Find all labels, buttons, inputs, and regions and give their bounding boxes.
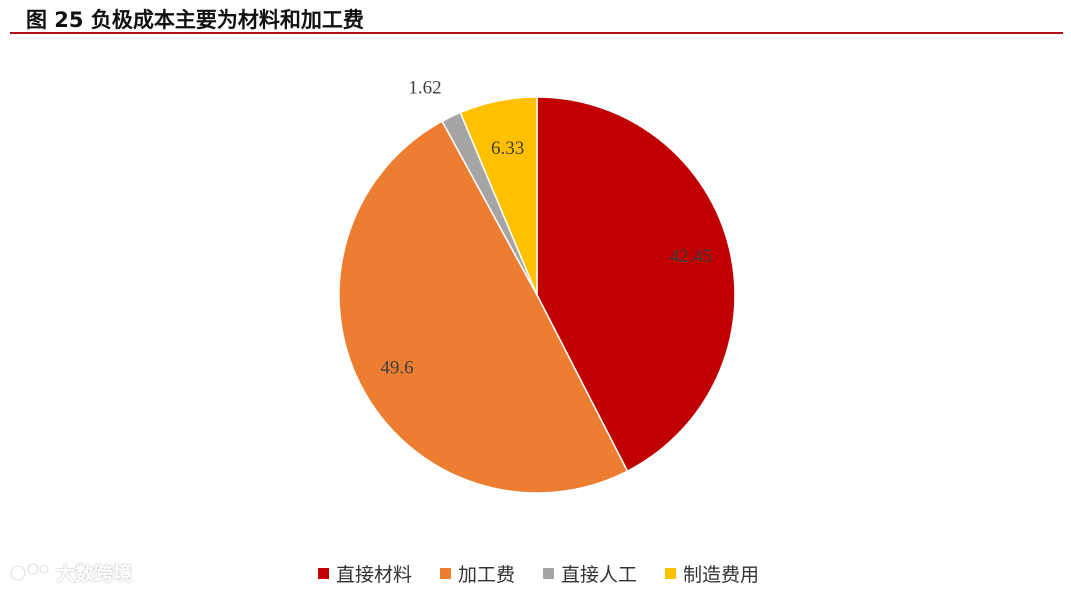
watermark-logo-icon <box>9 562 50 582</box>
watermark-text: 大数跨境 <box>56 562 133 585</box>
slice-data-label-0: 42.45 <box>670 246 713 267</box>
watermark: 大数跨境 <box>8 558 132 586</box>
slice-data-label-3: 6.33 <box>491 138 524 159</box>
legend-swatch <box>318 567 329 579</box>
legend-label: 加工费 <box>458 563 516 586</box>
figure-header: 图 25 负极成本主要为材料和加工费 <box>0 0 1071 40</box>
pie-slice-0 <box>536 96 736 473</box>
legend-item-3: 制造费用 <box>665 558 759 588</box>
legend-label: 直接人工 <box>561 563 638 586</box>
legend-swatch <box>665 567 676 579</box>
legend-item-2: 直接人工 <box>543 558 637 588</box>
pie-slice-1 <box>338 120 629 494</box>
legend-item-0: 直接材料 <box>318 558 412 588</box>
chart-legend: 直接材料 加工费 直接人工 制造费用 <box>0 558 1071 588</box>
slice-data-label-1: 49.6 <box>380 357 413 378</box>
pie-slice-3 <box>459 96 538 296</box>
legend-swatch <box>440 567 451 579</box>
legend-item-1: 加工费 <box>440 558 515 588</box>
figure-title: 图 25 负极成本主要为材料和加工费 <box>26 8 364 32</box>
legend-label: 制造费用 <box>683 563 760 586</box>
legend-swatch <box>543 567 554 579</box>
legend-label: 直接材料 <box>336 563 413 586</box>
title-divider <box>10 32 1063 34</box>
slice-data-label-2: 1.62 <box>408 78 441 99</box>
